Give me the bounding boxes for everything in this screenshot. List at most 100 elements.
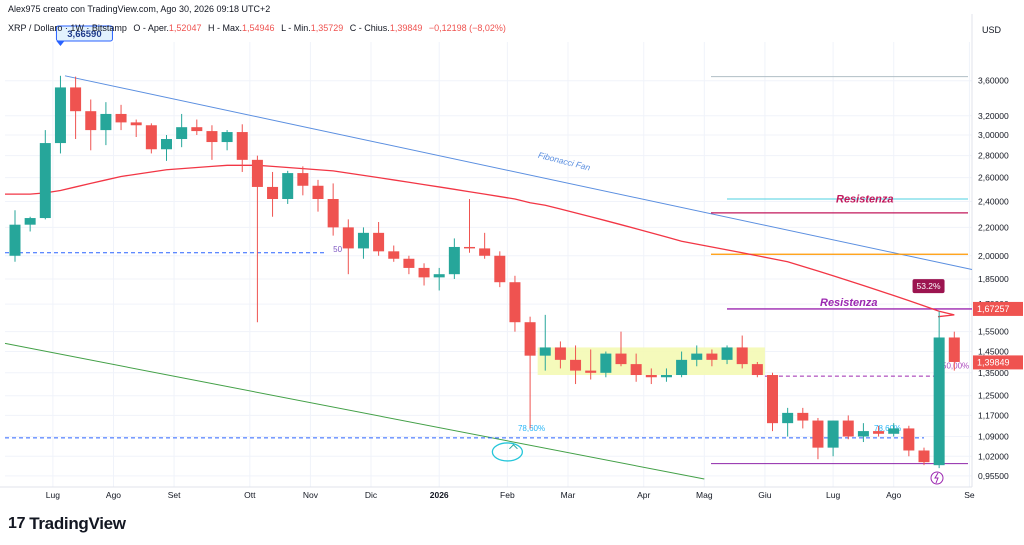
candle-down — [418, 267, 430, 278]
y-tick-label: 2,00000 — [978, 251, 1009, 261]
candle-down — [585, 370, 597, 373]
candle-down — [842, 420, 854, 437]
candle-down — [797, 412, 809, 421]
price-label-last: 1,39849 — [977, 357, 1010, 367]
high-badge-value: 3,66590 — [67, 29, 101, 40]
candle-up — [888, 428, 900, 434]
x-tick-label: Mar — [561, 490, 576, 500]
low-label: L - Min. — [281, 23, 311, 33]
fib-50-label: 50,00% — [942, 361, 969, 370]
candle-down — [873, 431, 885, 434]
candle-down — [312, 185, 324, 199]
candle-down — [736, 347, 748, 365]
fib-fan-label: Fibonacci Fan — [537, 150, 591, 173]
x-tick-label: Ago — [886, 490, 901, 500]
candle-up — [221, 132, 233, 143]
candle-up — [100, 113, 112, 131]
lightning-bolt-icon — [934, 472, 939, 484]
candle-down — [554, 347, 566, 360]
lightning-icon — [930, 471, 944, 485]
candle-down — [130, 122, 142, 126]
x-tick-label: Giu — [758, 490, 772, 500]
candle-down — [267, 186, 279, 199]
x-tick-label: Mag — [696, 490, 713, 500]
price-label-resistance: 1,67257 — [977, 304, 1010, 314]
resistance-label-purple: Resistenza — [820, 297, 877, 309]
fib-touch-ellipse — [491, 442, 524, 462]
candle-down — [327, 198, 339, 228]
candle-down — [524, 322, 536, 356]
x-tick-label: Ott — [244, 490, 256, 500]
candle-down — [494, 255, 506, 283]
high-badge-pointer-icon — [56, 41, 65, 46]
candle-up — [433, 274, 445, 278]
symbol-name: XRP / Dollaro · 1W · Bitstamp — [8, 23, 127, 33]
candle-up — [54, 87, 66, 144]
y-tick-label: 1,25000 — [978, 391, 1009, 401]
y-tick-label: 1,09000 — [978, 432, 1009, 442]
x-tick-label: Lug — [46, 490, 60, 500]
candle-down — [373, 232, 385, 252]
candle-down — [342, 227, 354, 249]
candle-down — [206, 131, 218, 143]
candle-down — [645, 375, 657, 378]
candle-down — [615, 353, 627, 365]
x-tick-label: Ago — [106, 490, 121, 500]
candle-down — [145, 125, 157, 150]
y-tick-label: 3,00000 — [978, 130, 1009, 140]
fib-7860-label-b: 78,60% — [874, 424, 901, 433]
y-tick-label: 2,40000 — [978, 196, 1009, 206]
candle-up — [357, 232, 369, 249]
candle-down — [918, 450, 930, 463]
low-value: 1,35729 — [310, 23, 344, 33]
tradingview-brand[interactable]: 17 TradingView — [8, 514, 126, 534]
candle-up — [282, 173, 294, 199]
candle-up — [600, 353, 612, 373]
candle-down — [70, 87, 82, 112]
tradingview-logo-icon: 17 — [8, 515, 26, 532]
y-tick-label: 1,45000 — [978, 347, 1009, 357]
candle-down — [85, 111, 97, 131]
open-value: 1,52047 — [168, 23, 202, 33]
candle-down — [236, 132, 248, 160]
high-label: H - Max. — [207, 23, 242, 33]
candle-down — [751, 364, 763, 376]
candle-down — [706, 353, 718, 360]
y-tick-label: 1,55000 — [978, 327, 1009, 337]
y-tick-label: 1,85000 — [978, 274, 1009, 284]
y-tick-label: 2,80000 — [978, 151, 1009, 161]
candle-down — [509, 282, 521, 323]
arrow-up-icon — [509, 444, 518, 450]
x-tick-label: Apr — [637, 490, 650, 500]
candle-down — [767, 375, 778, 424]
y-tick-label: 2,60000 — [978, 173, 1009, 183]
candle-down — [630, 364, 642, 376]
x-tick-label: Set — [168, 490, 181, 500]
candle-down — [948, 337, 960, 362]
x-tick-label: 2026 — [430, 490, 449, 500]
fib-7860-label-a: 78,60% — [518, 424, 545, 433]
candle-down — [191, 127, 203, 132]
open-label: O - Aper. — [133, 23, 169, 33]
candle-up — [9, 224, 21, 256]
y-tick-label: 1,35000 — [978, 368, 1009, 378]
candle-up — [782, 412, 794, 424]
x-tick-label: Nov — [303, 490, 319, 500]
candle-down — [464, 246, 475, 249]
candle-down — [570, 359, 582, 371]
price-label-resistance-bg — [973, 301, 1023, 316]
candle-up — [827, 420, 839, 448]
y-tick-label: 1,17000 — [978, 410, 1009, 420]
y-tick-label: 1,02000 — [978, 451, 1009, 461]
candle-up — [691, 353, 703, 360]
y-tick-label: 2,20000 — [978, 222, 1009, 232]
moving-average-line — [5, 164, 955, 318]
fib-fan-lower-line — [4, 342, 705, 480]
x-tick-label: Dic — [365, 490, 378, 500]
fib-prefix-label: 50 — [333, 245, 342, 254]
y-tick-label: 3,20000 — [978, 111, 1009, 121]
candle-up — [857, 431, 869, 437]
pct-badge — [912, 279, 945, 294]
candle-up — [24, 218, 36, 225]
